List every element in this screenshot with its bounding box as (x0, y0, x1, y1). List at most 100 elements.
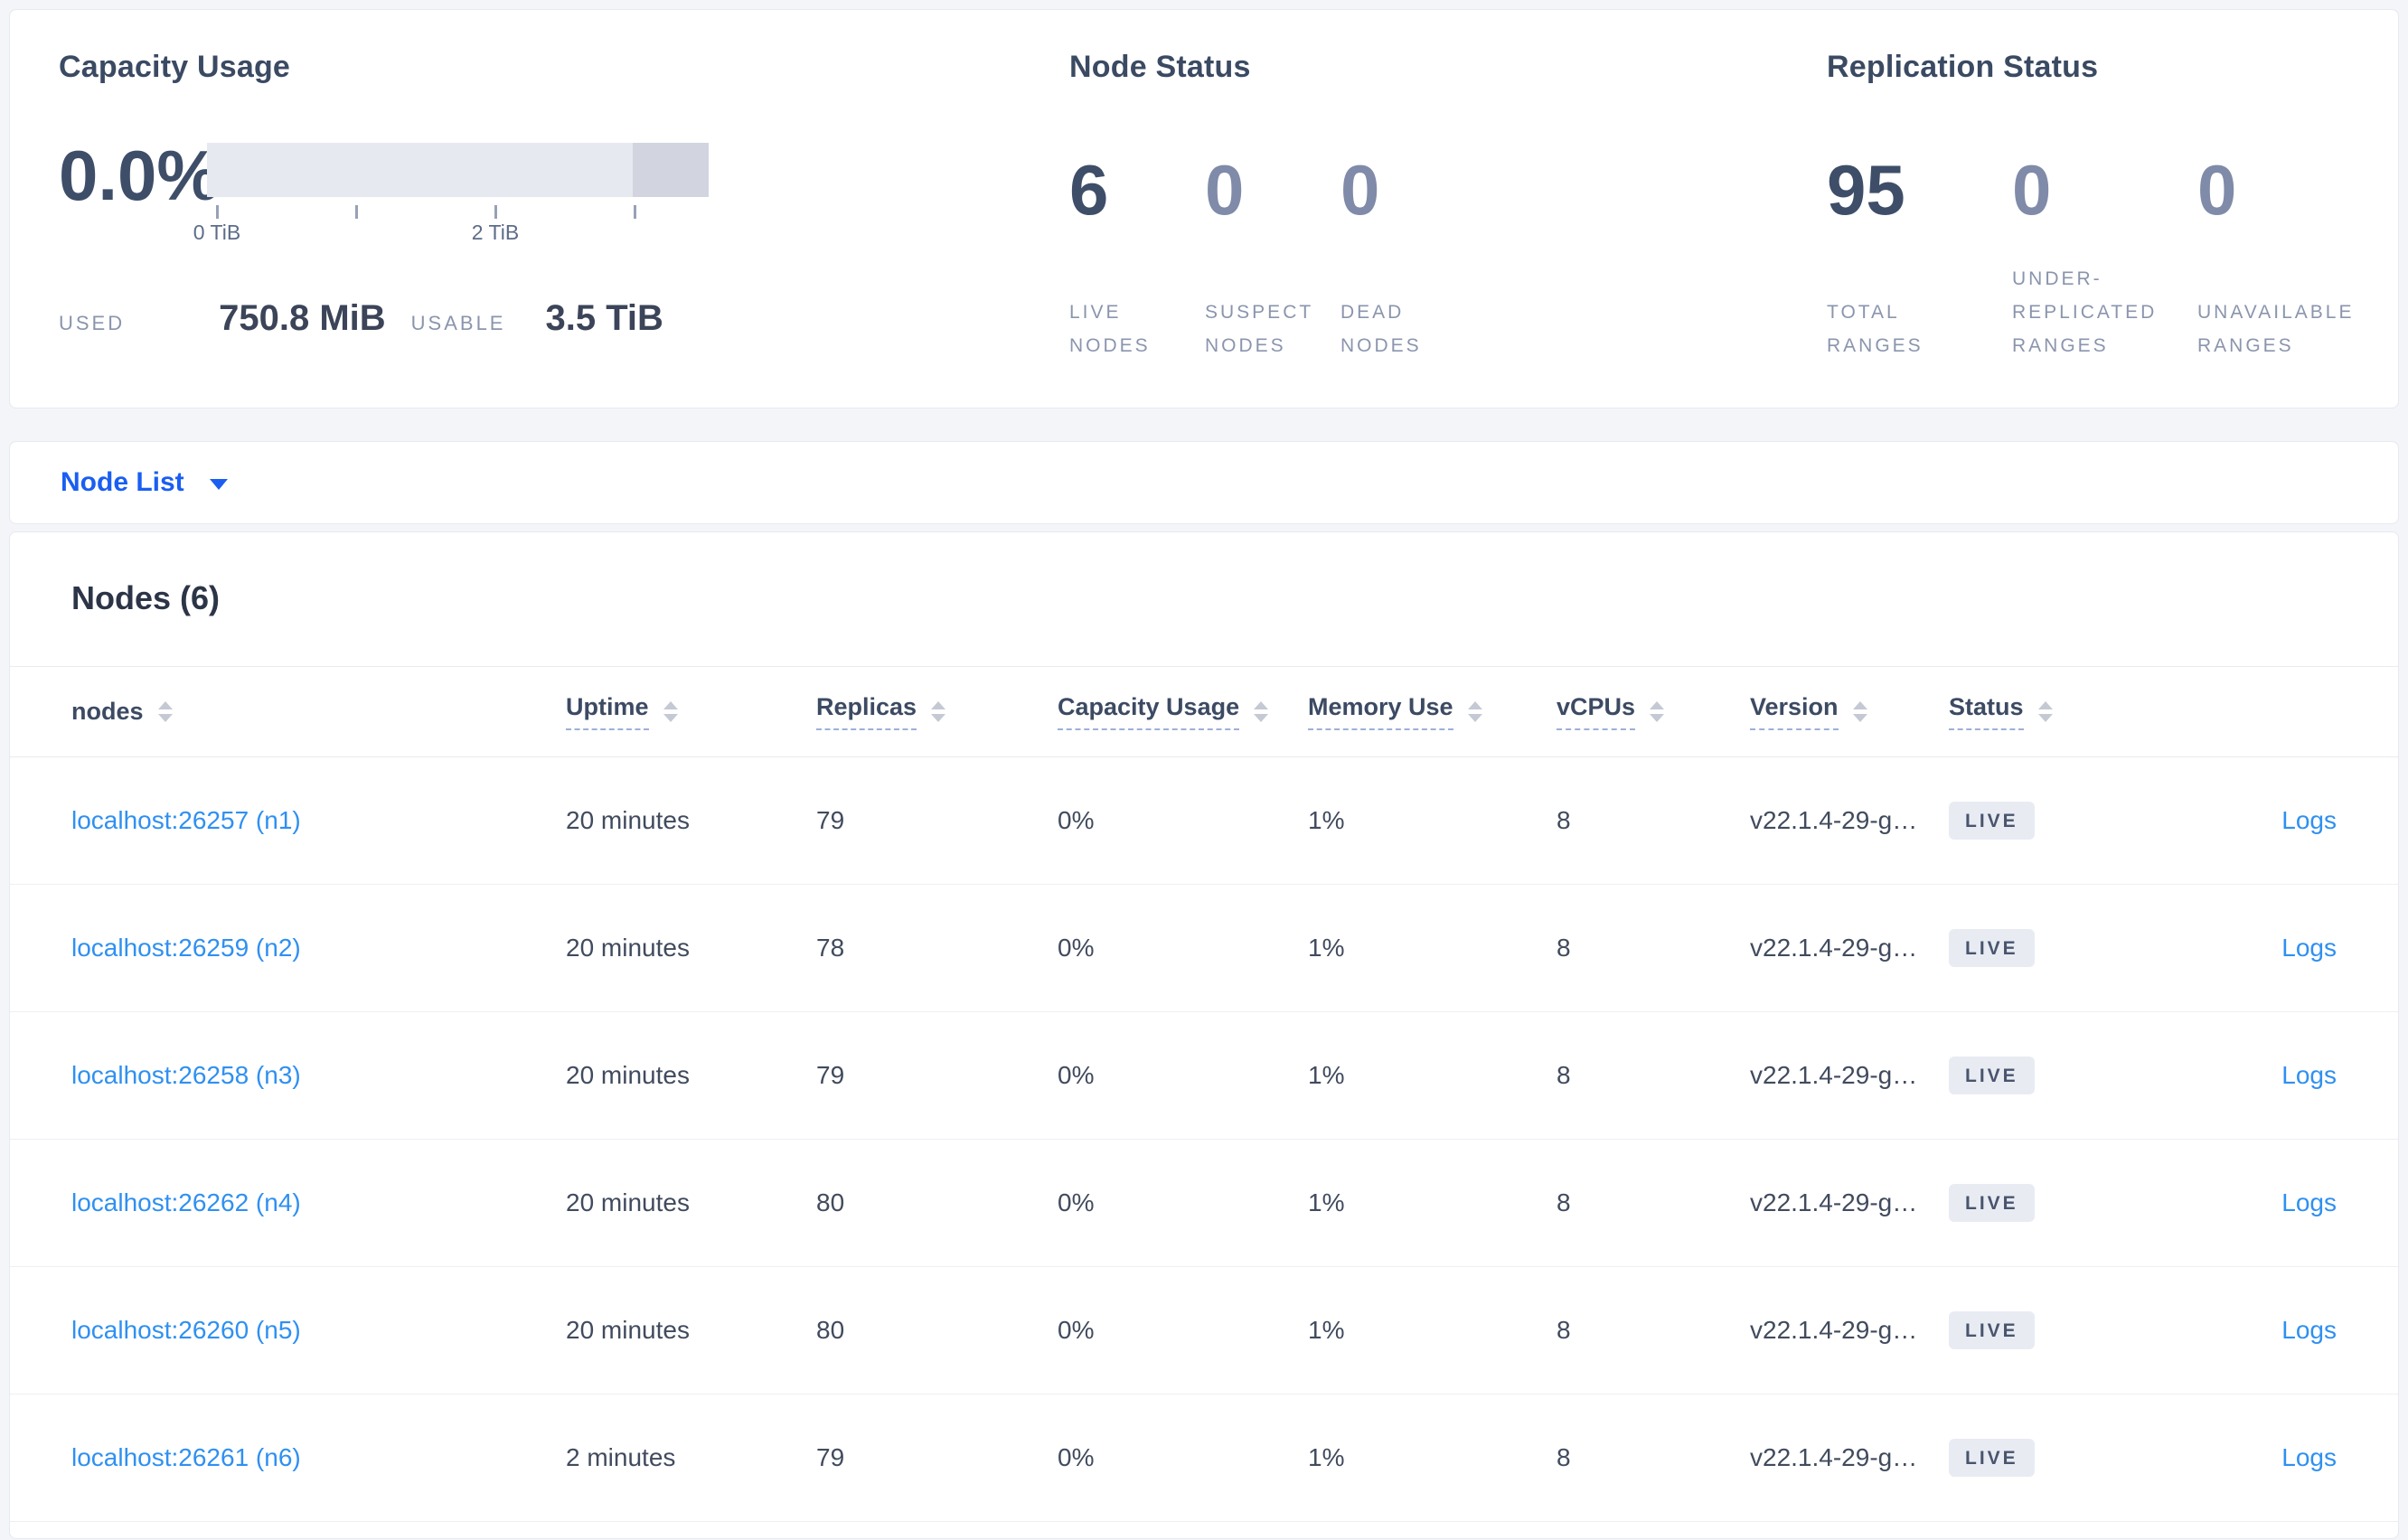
vcpus-cell: 8 (1557, 1443, 1571, 1471)
node-link[interactable]: localhost:26257 (n1) (71, 806, 301, 834)
nodes-heading: Nodes (6) (71, 579, 221, 616)
status-badge: LIVE (1949, 802, 2035, 840)
logs-link[interactable]: Logs (2281, 1443, 2337, 1471)
capacity-bar-highlight-segment (632, 143, 709, 197)
total-ranges-label: TOTAL RANGES (1827, 302, 1924, 356)
capacity-usage-cell: 0% (1058, 1188, 1095, 1216)
column-header-replicas[interactable]: Replicas (816, 667, 1058, 757)
vcpus-cell: 8 (1557, 1188, 1571, 1216)
unavailable-ranges-count: 0 (2197, 150, 2237, 230)
version-cell: v22.1.4-29-g… (1750, 934, 1918, 962)
node-link[interactable]: localhost:26261 (n6) (71, 1443, 301, 1471)
sort-icon (157, 701, 173, 722)
capacity-usage-cell: 0% (1058, 934, 1095, 962)
vcpus-cell: 8 (1557, 1061, 1571, 1089)
capacity-usage-cell: 0% (1058, 806, 1095, 834)
replicas-cell: 79 (816, 1061, 845, 1089)
replicas-cell: 78 (816, 934, 845, 962)
suspect-nodes-label: SUSPECT NODES (1205, 302, 1313, 356)
logs-link[interactable]: Logs (2281, 1316, 2337, 1344)
replicas-cell: 79 (816, 1443, 845, 1471)
nodes-panel: Nodes (6) nodes Uptime Replicas (9, 531, 2399, 1539)
sort-icon (2037, 701, 2053, 722)
version-cell: v22.1.4-29-g… (1750, 1188, 1918, 1216)
node-status-title: Node Status (1069, 50, 1251, 84)
axis-tick-label: 2 TiB (471, 221, 520, 244)
column-header-version[interactable]: Version (1750, 667, 1949, 757)
memory-use-cell: 1% (1308, 1316, 1345, 1344)
status-badge: LIVE (1949, 1184, 2035, 1222)
memory-use-cell: 1% (1308, 1061, 1345, 1089)
status-badge: LIVE (1949, 1439, 2035, 1477)
memory-use-cell: 1% (1308, 1443, 1345, 1471)
table-row: localhost:26262 (n4) 20 minutes 80 0% 1%… (10, 1140, 2398, 1267)
logs-link[interactable]: Logs (2281, 1188, 2337, 1216)
status-badge: LIVE (1949, 1056, 2035, 1094)
table-row: localhost:26259 (n2) 20 minutes 78 0% 1%… (10, 885, 2398, 1012)
axis-tick (494, 205, 497, 219)
capacity-axis-ticks (207, 197, 709, 219)
table-header-row: nodes Uptime Replicas Capacity Usage Mem… (10, 666, 2398, 757)
cluster-overview-panel: Capacity Usage 0.0% 0 TiB 2 TiB (9, 9, 2399, 408)
sort-icon (1650, 701, 1665, 722)
used-value: 750.8 MiB (219, 298, 386, 338)
sort-icon (931, 701, 946, 722)
column-header-capacity-usage[interactable]: Capacity Usage (1058, 667, 1308, 757)
capacity-usage-section: Capacity Usage 0.0% 0 TiB 2 TiB (59, 10, 1017, 408)
uptime-cell: 2 minutes (566, 1443, 676, 1471)
axis-tick-label: 0 TiB (193, 221, 241, 244)
status-badge: LIVE (1949, 1311, 2035, 1349)
capacity-usage-cell: 0% (1058, 1316, 1095, 1344)
column-header-status[interactable]: Status (1949, 667, 2184, 757)
table-row: localhost:26258 (n3) 20 minutes 79 0% 1%… (10, 1012, 2398, 1140)
node-list-dropdown-label: Node List (61, 467, 184, 497)
version-cell: v22.1.4-29-g… (1750, 1316, 1918, 1344)
table-row: localhost:26261 (n6) 2 minutes 79 0% 1% … (10, 1394, 2398, 1522)
under-replicated-ranges-label: UNDER-REPLICATED RANGES (2012, 268, 2158, 356)
replicas-cell: 79 (816, 806, 845, 834)
uptime-cell: 20 minutes (566, 806, 690, 834)
dead-nodes-count: 0 (1340, 150, 1380, 230)
node-status-section: Node Status 6 0 0 LIVE NODES SUSPECT NOD… (1069, 10, 1774, 408)
axis-tick (355, 205, 358, 219)
memory-use-cell: 1% (1308, 934, 1345, 962)
usable-value: 3.5 TiB (545, 298, 663, 338)
replicas-cell: 80 (816, 1316, 845, 1344)
column-header-uptime[interactable]: Uptime (566, 667, 816, 757)
logs-link[interactable]: Logs (2281, 934, 2337, 962)
capacity-legend: USED 750.8 MiB USABLE 3.5 TiB (59, 298, 1017, 339)
node-link[interactable]: localhost:26260 (n5) (71, 1316, 301, 1344)
unavailable-ranges-label: UNAVAILABLE RANGES (2197, 302, 2355, 356)
memory-use-cell: 1% (1308, 806, 1345, 834)
dead-nodes-label: DEAD NODES (1340, 302, 1422, 356)
column-header-memory-use[interactable]: Memory Use (1308, 667, 1557, 757)
node-link[interactable]: localhost:26262 (n4) (71, 1188, 301, 1216)
capacity-usage-cell: 0% (1058, 1443, 1095, 1471)
used-label: USED (59, 312, 126, 334)
memory-use-cell: 1% (1308, 1188, 1345, 1216)
node-link[interactable]: localhost:26259 (n2) (71, 934, 301, 962)
sort-icon (1254, 701, 1269, 722)
column-header-vcpus[interactable]: vCPUs (1557, 667, 1750, 757)
sort-icon (663, 701, 678, 722)
uptime-cell: 20 minutes (566, 934, 690, 962)
node-list-dropdown[interactable]: Node List (61, 467, 228, 498)
capacity-used-percent: 0.0% (59, 136, 220, 215)
logs-link[interactable]: Logs (2281, 806, 2337, 834)
version-cell: v22.1.4-29-g… (1750, 806, 1918, 834)
version-cell: v22.1.4-29-g… (1750, 1061, 1918, 1089)
axis-tick (216, 205, 219, 219)
status-badge: LIVE (1949, 929, 2035, 967)
nodes-table: nodes Uptime Replicas Capacity Usage Mem… (10, 666, 2398, 1522)
column-header-nodes[interactable]: nodes (10, 667, 566, 757)
table-row: localhost:26260 (n5) 20 minutes 80 0% 1%… (10, 1267, 2398, 1394)
usable-label: USABLE (410, 312, 506, 334)
uptime-cell: 20 minutes (566, 1188, 690, 1216)
sort-icon (1852, 701, 1867, 722)
replication-status-section: Replication Status 95 0 0 TOTAL RANGES U… (1827, 10, 2405, 408)
capacity-usage-title: Capacity Usage (59, 50, 291, 84)
live-nodes-count: 6 (1069, 150, 1109, 230)
node-link[interactable]: localhost:26258 (n3) (71, 1061, 301, 1089)
total-ranges-count: 95 (1827, 150, 1905, 230)
logs-link[interactable]: Logs (2281, 1061, 2337, 1089)
